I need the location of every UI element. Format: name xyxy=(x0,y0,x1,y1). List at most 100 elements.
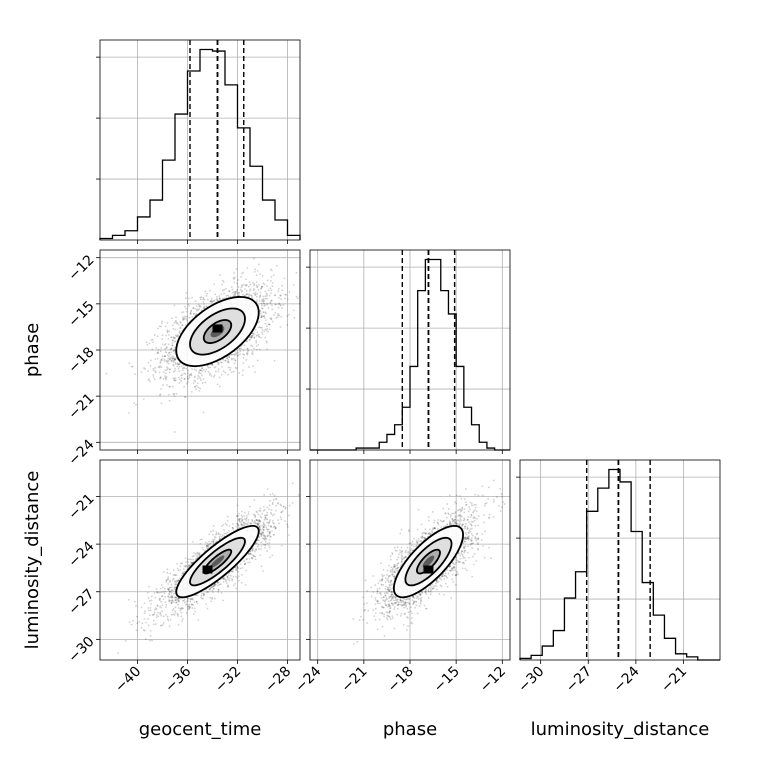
scatter-point xyxy=(182,618,184,620)
scatter-point xyxy=(162,343,164,345)
scatter-point xyxy=(265,526,267,528)
scatter-point xyxy=(235,294,237,296)
scatter-point xyxy=(273,314,275,316)
scatter-point xyxy=(236,505,238,507)
scatter-point xyxy=(222,280,224,282)
scatter-point xyxy=(190,374,192,376)
scatter-point xyxy=(220,534,222,536)
scatter-point xyxy=(262,308,264,310)
scatter-point xyxy=(174,431,176,433)
scatter-point xyxy=(218,368,220,370)
scatter-point xyxy=(200,369,202,371)
scatter-point xyxy=(203,303,205,305)
scatter-point xyxy=(173,608,175,610)
scatter-point xyxy=(199,390,201,392)
scatter-point xyxy=(177,598,179,600)
scatter-point xyxy=(187,598,189,600)
scatter-point xyxy=(221,366,223,368)
scatter-point xyxy=(169,586,171,588)
scatter-point xyxy=(167,588,169,590)
scatter-point xyxy=(167,354,169,356)
scatter-point xyxy=(187,558,189,560)
scatter-point xyxy=(196,601,198,603)
scatter-point xyxy=(156,614,158,616)
scatter-point xyxy=(159,362,161,364)
scatter-point xyxy=(144,610,146,612)
scatter-point xyxy=(259,300,261,302)
scatter-point xyxy=(228,367,230,369)
scatter-point xyxy=(235,526,237,528)
scatter-point xyxy=(157,605,159,607)
scatter-point xyxy=(222,534,224,536)
scatter-point xyxy=(266,328,268,330)
scatter-point xyxy=(188,375,190,377)
scatter-point xyxy=(229,369,231,371)
scatter-point xyxy=(167,338,169,340)
scatter-point xyxy=(176,574,178,576)
scatter-point xyxy=(177,336,179,338)
scatter-point xyxy=(212,534,214,536)
scatter-point xyxy=(246,558,248,560)
scatter-point xyxy=(221,536,223,538)
scatter-point xyxy=(165,581,167,583)
scatter-point xyxy=(206,547,208,549)
scatter-point xyxy=(262,329,264,331)
scatter-point xyxy=(153,376,155,378)
scatter-point xyxy=(190,310,192,312)
scatter-point xyxy=(240,276,242,278)
scatter-point xyxy=(238,354,240,356)
scatter-point xyxy=(257,360,259,362)
scatter-point xyxy=(170,596,172,598)
scatter-point xyxy=(170,619,172,621)
scatter-point xyxy=(271,304,273,306)
scatter-point xyxy=(143,367,145,369)
scatter-point xyxy=(152,341,154,343)
scatter-point xyxy=(254,371,256,373)
scatter-point xyxy=(215,299,217,301)
scatter-point xyxy=(237,571,239,573)
scatter-point xyxy=(182,316,184,318)
scatter-point xyxy=(257,514,259,516)
scatter-point xyxy=(229,290,231,292)
scatter-point xyxy=(262,244,264,246)
scatter-point xyxy=(165,591,167,593)
scatter-point xyxy=(268,307,270,309)
scatter-point xyxy=(196,552,198,554)
scatter-point xyxy=(246,294,248,296)
scatter-point xyxy=(216,296,218,298)
scatter-point xyxy=(271,309,273,311)
scatter-point xyxy=(234,363,236,365)
scatter-point xyxy=(193,313,195,315)
scatter-point xyxy=(251,353,253,355)
scatter-point xyxy=(246,341,248,343)
scatter-point xyxy=(158,366,160,368)
scatter-point xyxy=(175,597,177,599)
scatter-point xyxy=(221,284,223,286)
scatter-point xyxy=(256,511,258,513)
scatter-point xyxy=(169,354,171,356)
scatter-point xyxy=(175,316,177,318)
scatter-point xyxy=(242,353,244,355)
scatter-point xyxy=(179,327,181,329)
scatter-point xyxy=(254,514,256,516)
scatter-point xyxy=(106,373,108,375)
scatter-point xyxy=(181,366,183,368)
scatter-point xyxy=(173,393,175,395)
scatter-point xyxy=(170,357,172,359)
scatter-point xyxy=(264,535,266,537)
scatter-point xyxy=(280,298,282,300)
scatter-point xyxy=(239,353,241,355)
scatter-point xyxy=(265,311,267,313)
scatter-point xyxy=(276,265,278,267)
scatter-point xyxy=(254,268,256,270)
scatter-point xyxy=(168,330,170,332)
scatter-point xyxy=(293,284,295,286)
scatter-point xyxy=(272,493,274,495)
scatter-point xyxy=(259,510,261,512)
scatter-point xyxy=(264,337,266,339)
scatter-point xyxy=(128,599,130,601)
scatter-point xyxy=(273,534,275,536)
scatter-point xyxy=(172,339,174,341)
scatter-point xyxy=(192,597,194,599)
scatter-point xyxy=(206,592,208,594)
